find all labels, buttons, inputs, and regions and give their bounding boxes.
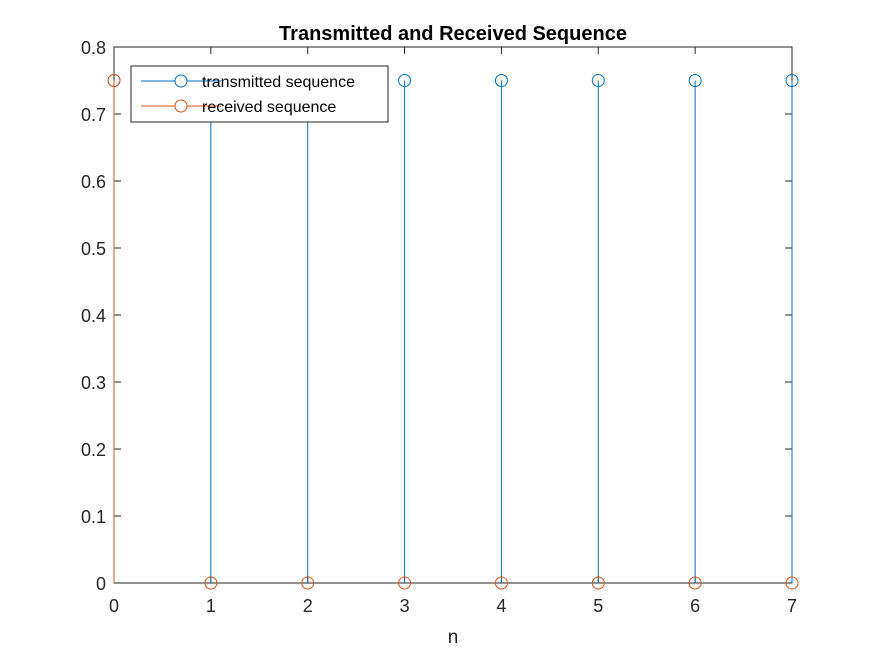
received-point [494,576,508,590]
received-point [107,74,121,87]
transmitted-point [785,74,799,87]
transmitted-point [398,74,412,87]
received-point [204,576,218,590]
y-tick-label: 0.1 [81,507,106,527]
transmitted-point [494,74,508,87]
x-axis-label: n [448,627,459,648]
legend-received-label: received sequence [202,99,336,116]
x-tick-label: 4 [496,596,506,616]
y-tick-label: 0 [96,574,106,594]
y-tick-label: 0.7 [81,105,106,125]
y-tick-label: 0.8 [81,38,106,58]
received-point [398,576,412,590]
transmitted-point [688,74,702,87]
x-tick-label: 6 [690,596,700,616]
y-tick-label: 0.3 [81,373,106,393]
legend-transmitted-label: transmitted sequence [202,74,355,91]
y-tick-label: 0.6 [81,172,106,192]
legend-box [130,65,389,123]
received-point [688,576,702,590]
legend-received-marker [174,99,188,113]
y-tick-label: 0.5 [81,239,106,259]
plot-area: 0 1 2 3 4 5 6 7 0 0.1 0.2 0.3 0.4 0.5 0.6 0.7 0.8 transmi… [81,38,799,616]
received-point [301,576,315,590]
x-tick-label: 1 [206,596,216,616]
x-tick-label: 2 [303,596,313,616]
transmitted-point [591,74,605,87]
received-point [785,576,799,590]
chart-title: Transmitted and Received Sequence [279,23,627,45]
y-tick-label: 0.4 [81,306,106,326]
x-tick-label: 7 [787,596,797,616]
x-tick-label: 5 [593,596,603,616]
received-point [591,576,605,590]
x-tick-label: 3 [400,596,410,616]
y-tick-label: 0.2 [81,440,106,460]
legend-transmitted-marker [174,74,188,88]
x-tick-label: 0 [109,596,119,616]
